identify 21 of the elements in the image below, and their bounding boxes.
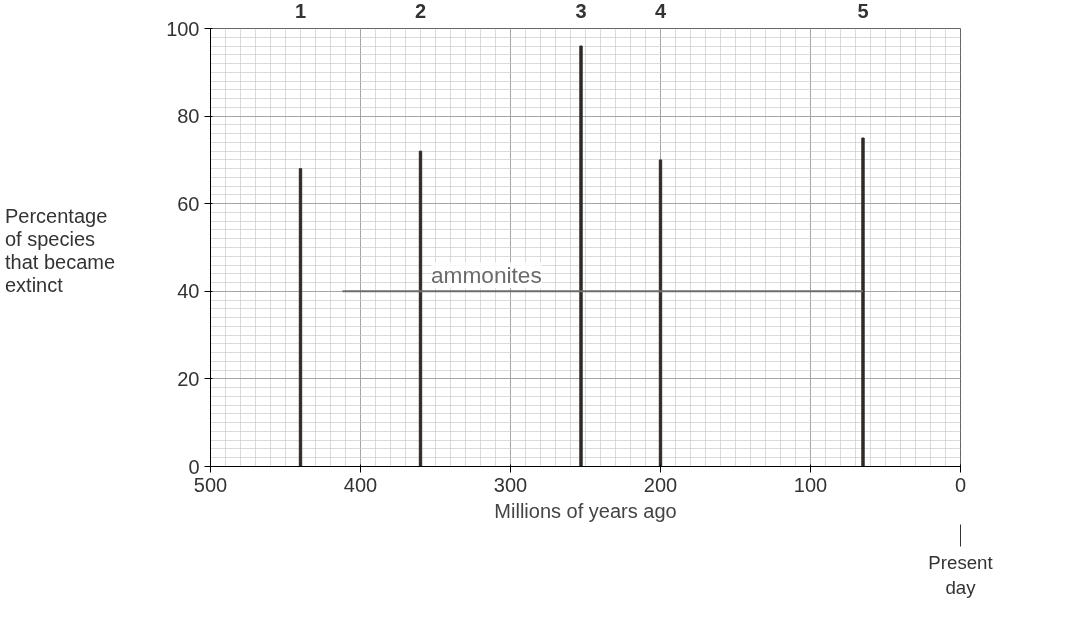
y-axis-title: Percentage of species that became extinct xyxy=(5,205,116,297)
x-tick-label: 400 xyxy=(343,473,378,496)
y-tick-label: 40 xyxy=(177,280,200,303)
y-tick-label: 20 xyxy=(177,367,200,390)
y-tick-label: 100 xyxy=(166,17,200,40)
x-axis-title: Millions of years ago xyxy=(494,499,677,522)
text: 1 xyxy=(294,0,307,22)
x-tick-label: 0 xyxy=(954,473,967,496)
text: Present day xyxy=(928,551,994,598)
y-tick-label: 60 xyxy=(177,192,200,215)
bar xyxy=(861,137,865,467)
x-tick-label: 200 xyxy=(643,473,678,496)
text: 3 xyxy=(575,0,587,22)
series-label: ammonites xyxy=(430,262,542,289)
text: 4 xyxy=(654,0,667,22)
x-tick-label: 300 xyxy=(493,473,528,496)
bar xyxy=(579,45,583,467)
x-tick-label: 100 xyxy=(793,473,828,496)
y-tick-label: 80 xyxy=(177,105,200,128)
text: 5 xyxy=(857,0,869,22)
text: 2 xyxy=(414,0,427,22)
